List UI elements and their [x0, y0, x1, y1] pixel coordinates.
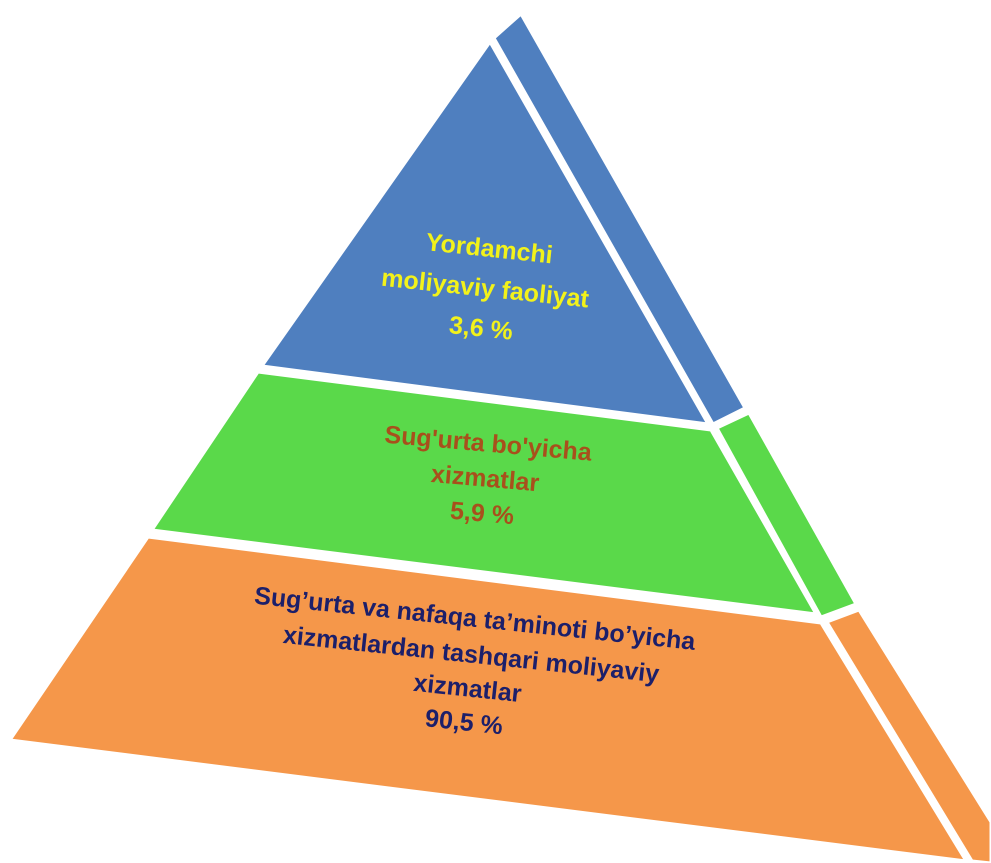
layer-value: 5,9 % — [449, 497, 515, 530]
middle-layer-front — [149, 370, 819, 616]
layer-value: 3,6 % — [448, 311, 515, 346]
bottom-layer-side — [824, 608, 991, 863]
top-layer-front — [259, 39, 711, 426]
bottom-layer-front — [7, 535, 969, 863]
middle-layer-side — [714, 411, 859, 619]
top-layer-side — [492, 11, 748, 426]
